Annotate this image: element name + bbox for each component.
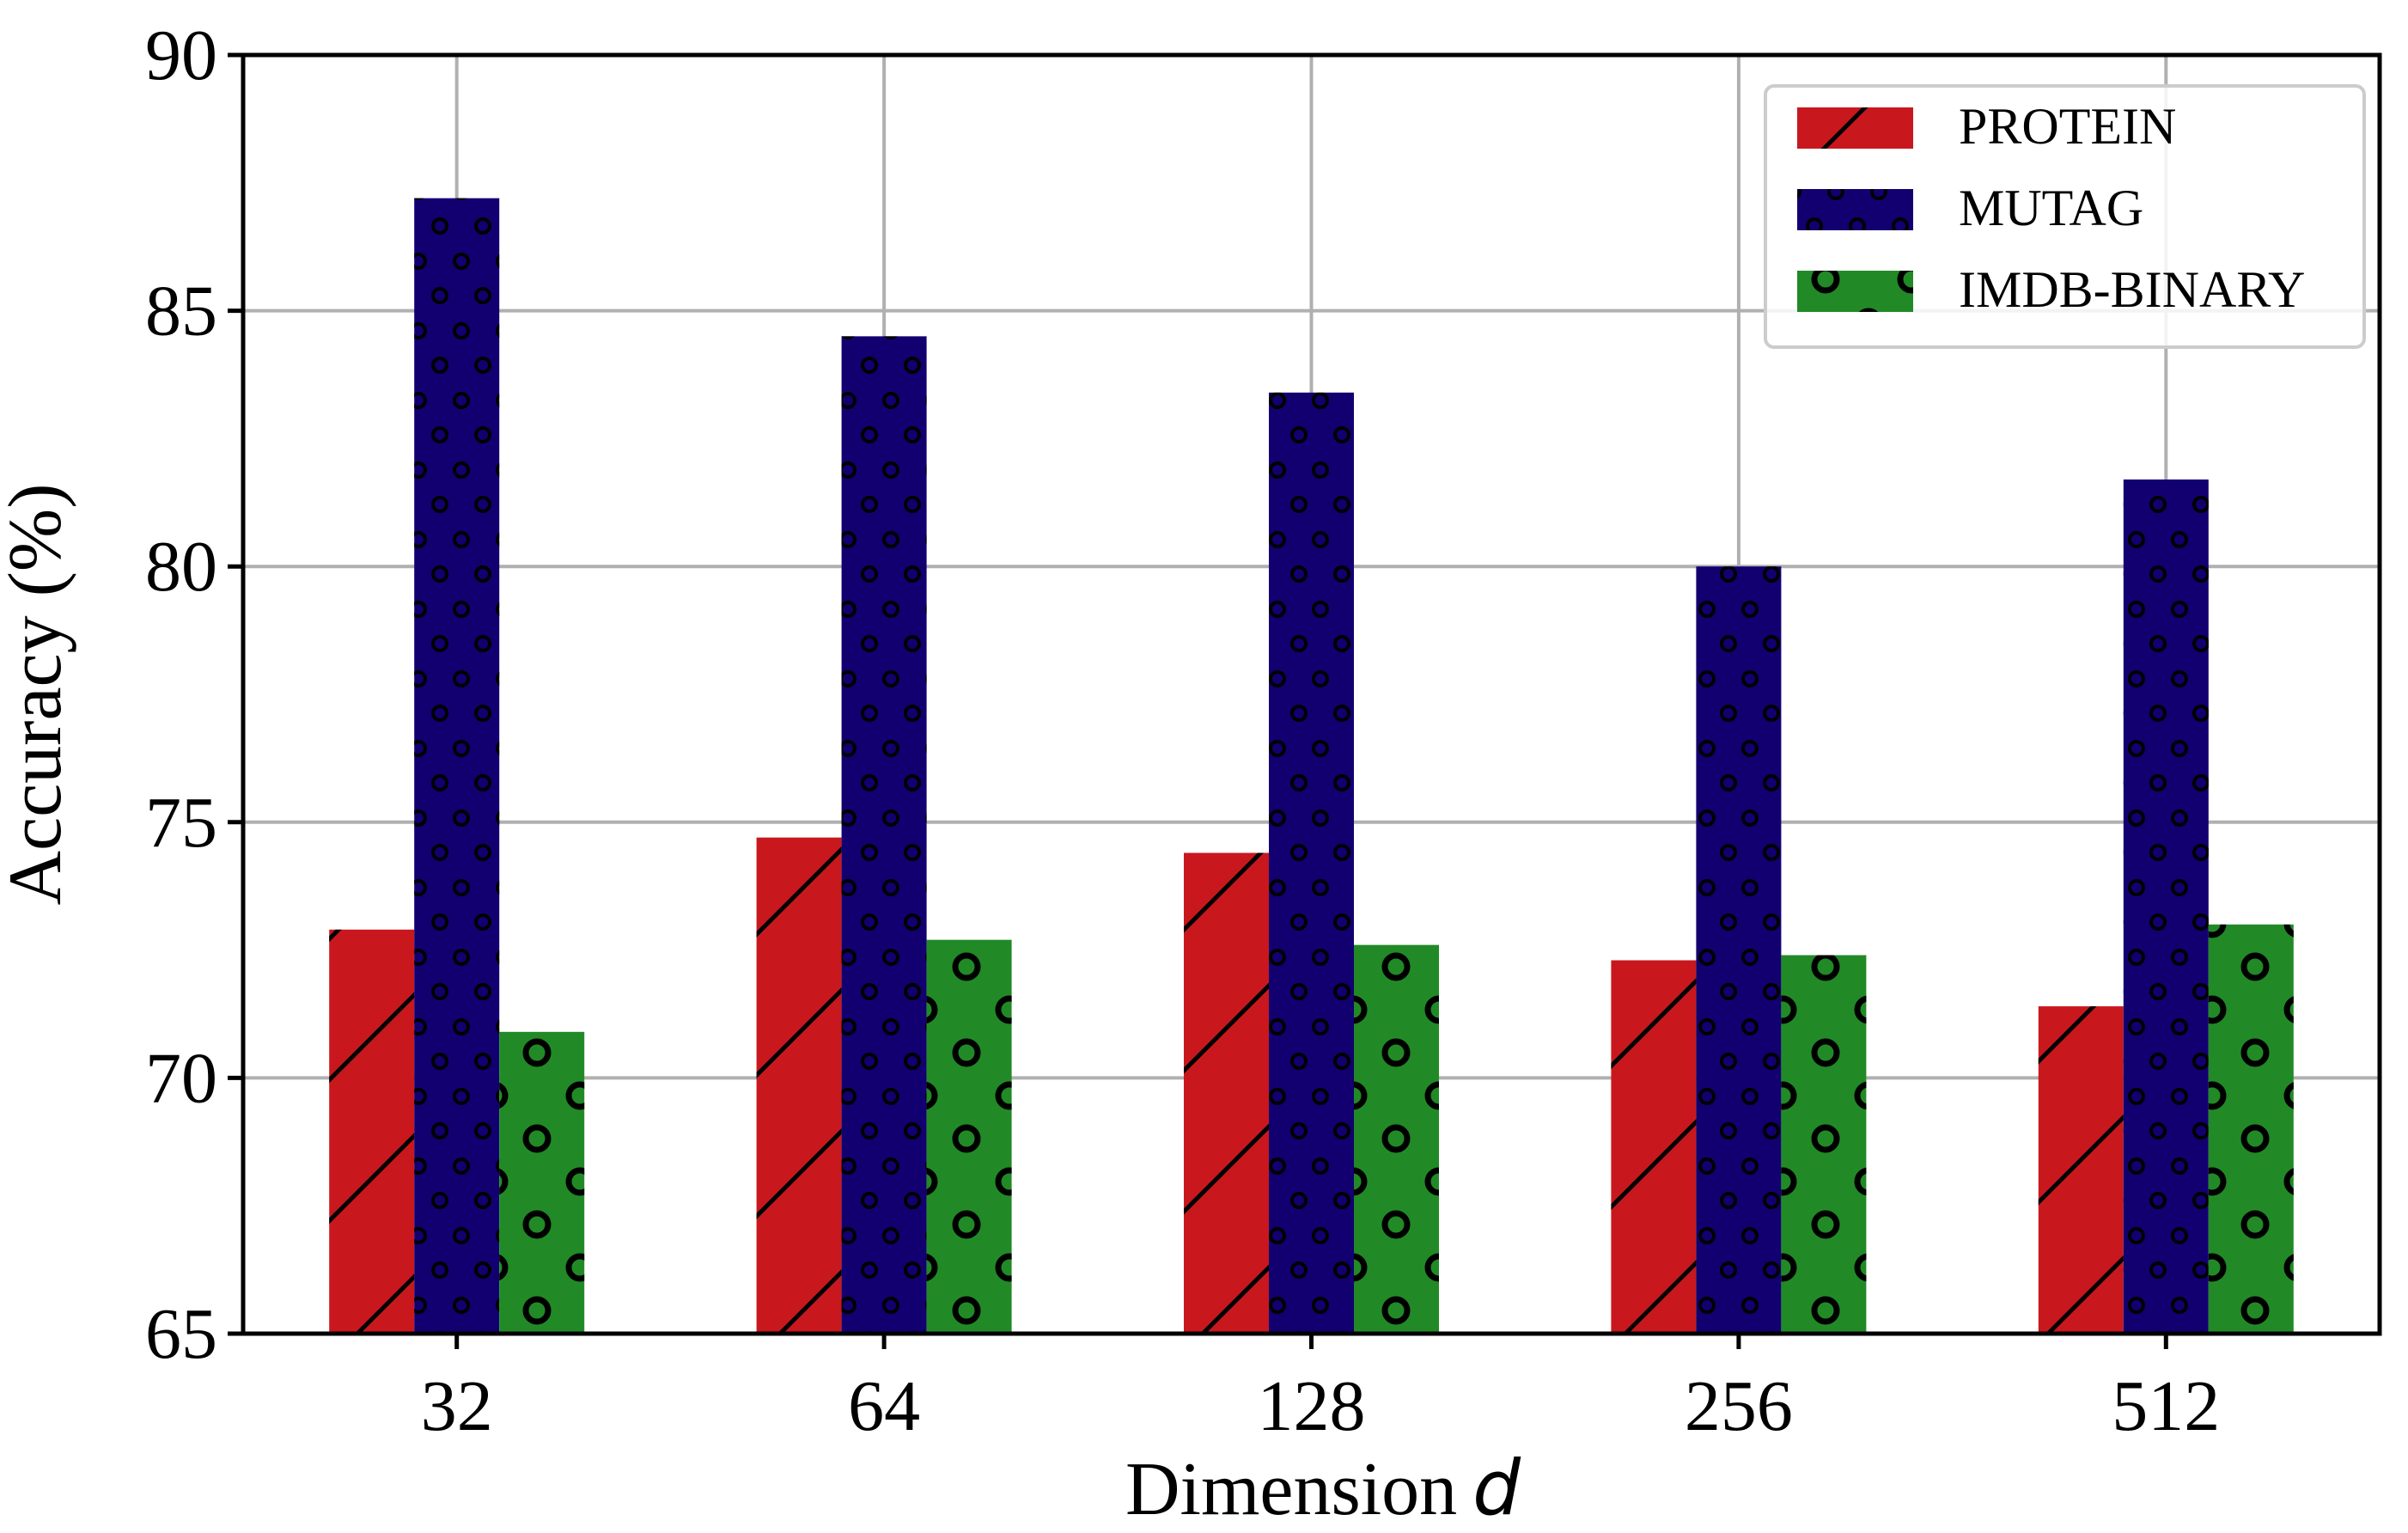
bar-pattern-imdb-binary-256 xyxy=(1781,955,1867,1334)
y-tick-label: 65 xyxy=(145,1294,217,1374)
x-tick-label: 64 xyxy=(848,1366,920,1446)
bar-pattern-mutag-64 xyxy=(841,336,927,1334)
bar-pattern-imdb-binary-64 xyxy=(926,939,1012,1334)
legend-swatch-pattern-protein xyxy=(1797,107,1913,149)
y-axis-label: Accuracy (%) xyxy=(0,483,77,905)
x-axis-label: Dimension d xyxy=(1125,1444,1521,1532)
bar-pattern-imdb-binary-512 xyxy=(2208,924,2294,1334)
legend-label: MUTAG xyxy=(1959,180,2143,236)
bar-pattern-protein-256 xyxy=(1611,960,1697,1334)
x-tick-label: 512 xyxy=(2112,1366,2220,1446)
x-tick-label: 128 xyxy=(1258,1366,1366,1446)
legend-label: PROTEIN xyxy=(1959,98,2176,155)
bar-pattern-mutag-32 xyxy=(414,198,500,1334)
bar-pattern-protein-64 xyxy=(756,837,842,1334)
y-axis-ticks: 65 70 75 80 85 90 xyxy=(145,15,243,1374)
legend-box xyxy=(1764,84,2366,349)
legend-swatch-pattern-mutag xyxy=(1797,189,1913,230)
bar-pattern-protein-128 xyxy=(1184,852,1269,1334)
bar-pattern-imdb-binary-128 xyxy=(1354,944,1439,1334)
bar-pattern-mutag-512 xyxy=(2123,479,2209,1334)
x-tick-label: 256 xyxy=(1685,1366,1793,1446)
x-axis-ticks: 32 64 128 256 512 xyxy=(421,1334,2220,1446)
bar-pattern-mutag-256 xyxy=(1696,566,1782,1334)
y-tick-label: 90 xyxy=(145,15,217,95)
y-tick-label: 75 xyxy=(145,783,217,863)
bar-pattern-protein-32 xyxy=(329,929,415,1334)
bar-pattern-protein-512 xyxy=(2038,1006,2124,1334)
bar-pattern-imdb-binary-32 xyxy=(499,1031,585,1334)
x-tick-label: 32 xyxy=(421,1366,493,1446)
y-tick-label: 70 xyxy=(145,1038,217,1118)
legend-swatch-pattern-imdb-binary xyxy=(1797,271,1913,312)
y-tick-label: 80 xyxy=(145,527,217,607)
x-axis-label-variable: d xyxy=(1472,1444,1521,1532)
y-tick-label: 85 xyxy=(145,272,217,351)
x-axis-label-text: Dimension xyxy=(1125,1448,1457,1531)
legend-label: IMDB-BINARY xyxy=(1959,261,2305,318)
legend: PROTEIN MUTAG IMDB-BINARY xyxy=(1764,84,2366,349)
bars-group xyxy=(329,198,2294,1334)
bar-pattern-mutag-128 xyxy=(1269,392,1354,1334)
